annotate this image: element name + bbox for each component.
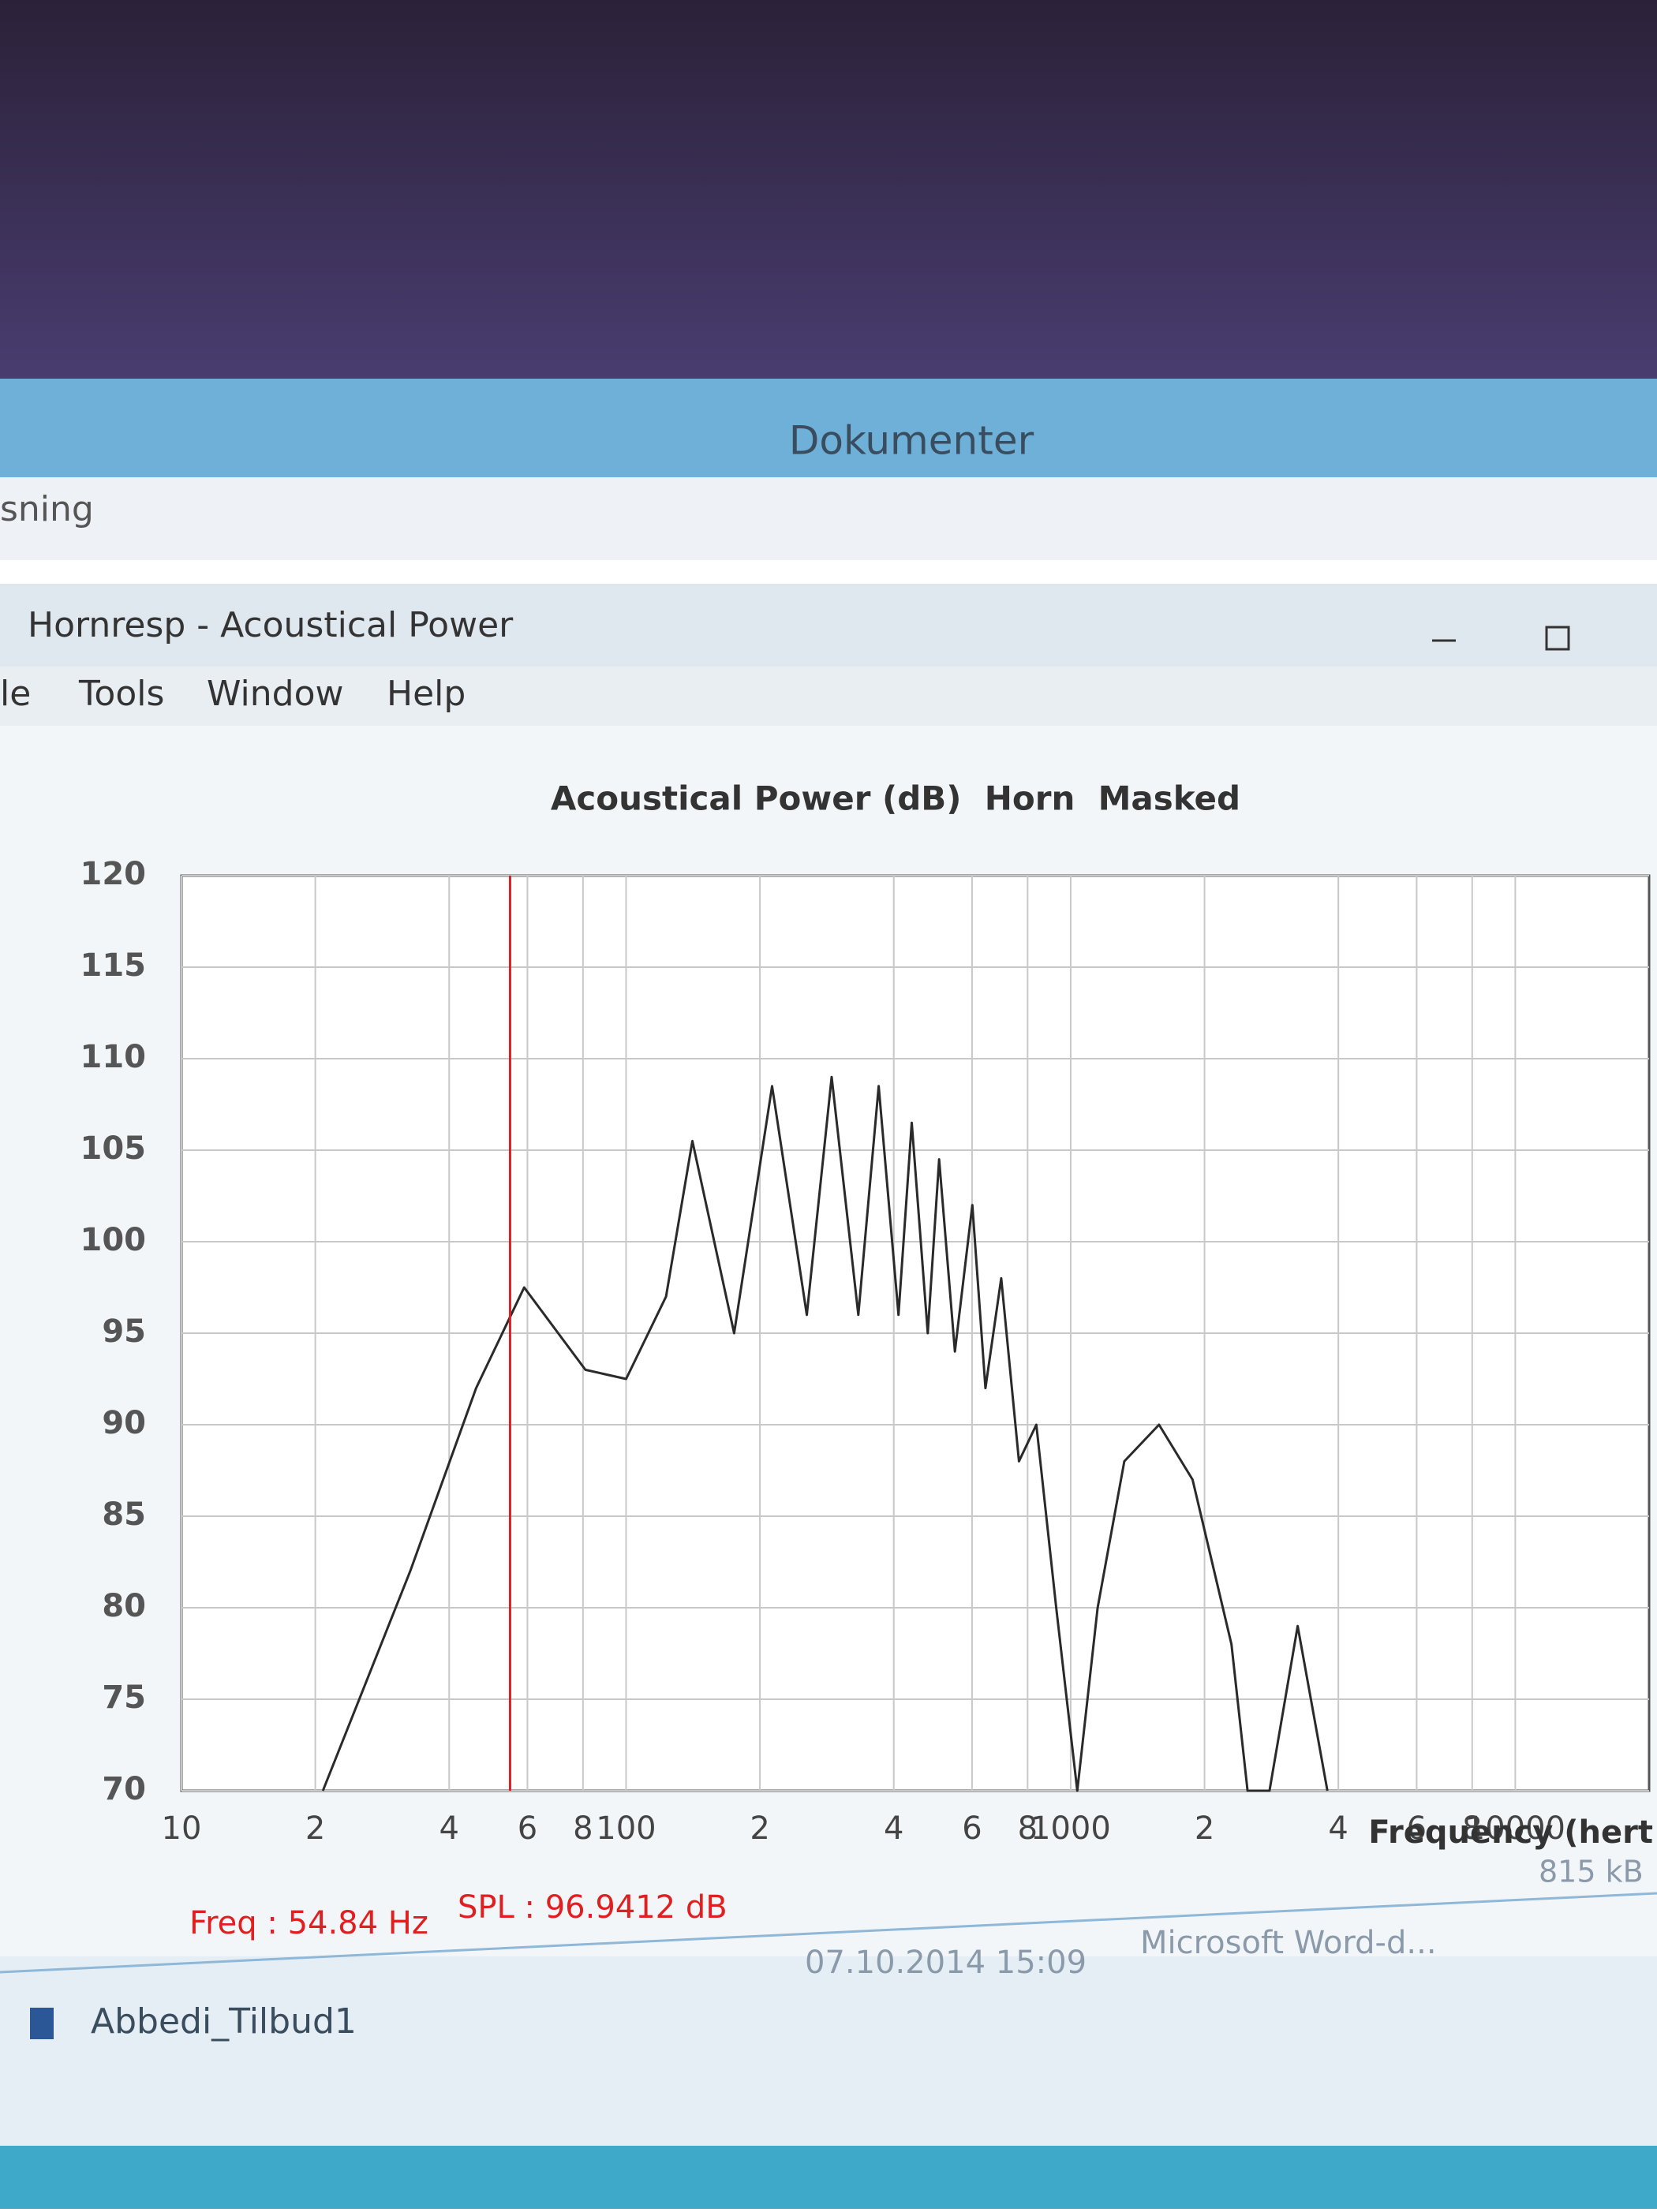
x-tick-label: 8: [1462, 1810, 1482, 1847]
maximize-button[interactable]: [1545, 626, 1570, 651]
cursor-spl: SPL : 96.9412 dB: [458, 1889, 728, 1926]
y-tick-label: 95: [102, 1313, 146, 1350]
x-tick-label: 10000: [1465, 1810, 1565, 1847]
y-tick-label: 90: [102, 1405, 146, 1441]
y-tick-label: 80: [102, 1588, 146, 1624]
cursor-frequency: Freq : 54.84 Hz: [189, 1905, 428, 1941]
x-tick-label: 4: [439, 1810, 459, 1847]
menu-item[interactable]: Help: [387, 674, 466, 714]
taskbar: [0, 2146, 1657, 2209]
x-tick-label: 100: [596, 1810, 656, 1847]
x-tick-label: 2: [305, 1810, 325, 1847]
monitor-bezel: [0, 0, 1657, 394]
explorer-titlebar: [0, 379, 1657, 481]
menu-bar: [0, 667, 1657, 726]
y-tick-label: 100: [80, 1222, 147, 1258]
menu-item[interactable]: le: [0, 674, 31, 714]
status-date: 07.10.2014 15:09: [805, 1945, 1087, 1981]
x-tick-label: 2: [750, 1810, 769, 1847]
menu-item[interactable]: Window: [207, 674, 344, 714]
y-tick-label: 110: [80, 1039, 147, 1075]
x-axis-label: Frequency (hert: [1368, 1814, 1653, 1851]
y-tick-label: 120: [80, 856, 147, 892]
y-tick-label: 75: [102, 1680, 146, 1716]
menu-item[interactable]: Tools: [78, 674, 164, 714]
x-tick-label: 1000: [1030, 1810, 1111, 1847]
x-tick-label: 8: [573, 1810, 593, 1847]
toolbar-text: sning: [0, 489, 94, 529]
status-size: 815 kB: [1539, 1855, 1644, 1889]
explorer-title: Dokumenter: [789, 418, 1034, 464]
app-title: Hornresp - Acoustical Power: [28, 605, 514, 645]
x-tick-label: 10: [162, 1810, 202, 1847]
series-line: [321, 1075, 1329, 1792]
file-name[interactable]: Abbedi_Tilbud1: [91, 2001, 357, 2042]
x-tick-label: 6: [518, 1810, 537, 1847]
x-tick-label: 2: [1195, 1810, 1214, 1847]
y-tick-label: 70: [102, 1771, 146, 1807]
chart-title: Acoustical Power (dB) Horn Masked: [551, 779, 1240, 818]
status-type: Microsoft Word-d...: [1140, 1925, 1437, 1961]
y-tick-label: 105: [80, 1130, 147, 1167]
x-tick-label: 8: [1018, 1810, 1038, 1847]
x-tick-label: 4: [1328, 1810, 1348, 1847]
x-tick-label: 6: [1407, 1810, 1427, 1847]
x-tick-label: 4: [884, 1810, 903, 1847]
separator: [0, 1892, 1657, 1974]
x-tick-label: 6: [962, 1810, 982, 1847]
word-icon: [30, 2008, 54, 2039]
explorer-toolbar: [0, 477, 1657, 560]
y-tick-label: 85: [102, 1496, 146, 1533]
y-tick-label: 115: [80, 947, 147, 984]
